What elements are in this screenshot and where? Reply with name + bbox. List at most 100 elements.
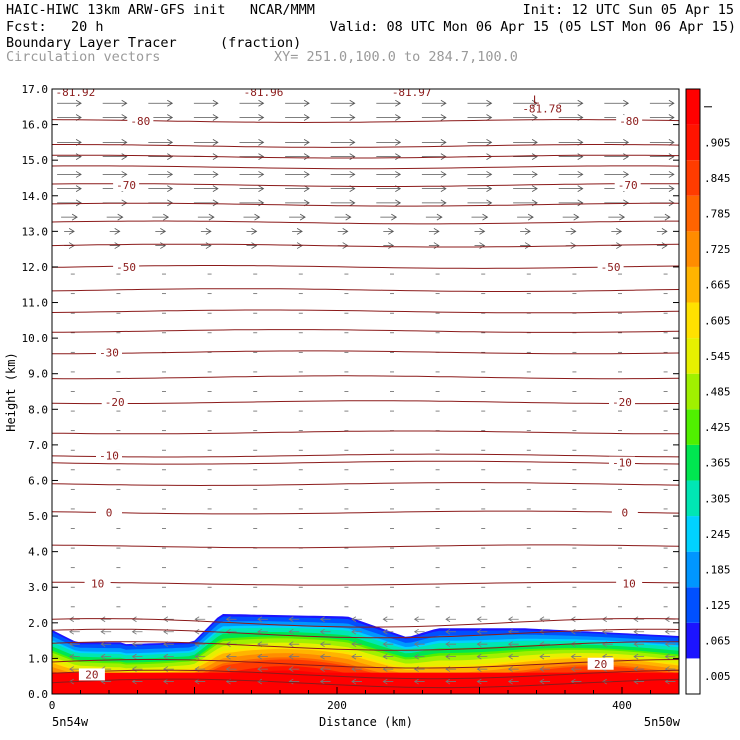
wind-vector <box>520 242 531 249</box>
contour-label-bg <box>616 115 643 128</box>
colorbar-label: .185 <box>704 563 731 576</box>
wind-vector <box>467 99 493 107</box>
wind-vector <box>476 641 488 648</box>
circulation-vectors <box>57 99 676 685</box>
wind-vector <box>197 213 215 221</box>
x-axis-right-end-label: 5n50w <box>644 715 681 729</box>
wind-vector <box>445 678 456 685</box>
wind-vector <box>246 228 258 235</box>
wind-vector <box>376 199 402 207</box>
x-tick-label: 400 <box>612 699 632 712</box>
wind-vector <box>474 228 486 235</box>
wind-vector <box>445 628 456 635</box>
wind-vector <box>319 666 331 672</box>
colorbar-segment <box>686 266 700 303</box>
contour-label-bg <box>597 260 624 273</box>
wind-vector <box>200 242 212 249</box>
wind-vector <box>445 641 456 648</box>
wind-vector <box>507 653 519 660</box>
wind-vector <box>649 114 675 121</box>
contour-label-bg <box>96 346 122 359</box>
header-line2-right: Valid: 08 UTC Mon 06 Apr 15 (05 LST Mon … <box>329 19 736 35</box>
wind-vector <box>319 653 331 660</box>
wind-vector <box>633 666 645 672</box>
wind-vector <box>421 153 447 160</box>
header-line1-right: Init: 12 UTC Sun 05 Apr 15 <box>522 2 734 18</box>
temperature-contour <box>52 628 679 639</box>
wind-vector <box>467 199 493 207</box>
wind-vector <box>193 185 219 192</box>
y-axis: 0.0 1.0 2.0 3.0 4.0 5.0 6.0 7.0 8.0 9.0 10.0 11.0 12… <box>22 83 679 701</box>
minimum-marker: L <box>533 94 540 107</box>
wind-vector <box>351 641 362 648</box>
contour-label-bg <box>609 396 635 409</box>
wind-vector <box>513 99 538 107</box>
wind-vector <box>225 666 237 672</box>
contour-label-bg <box>84 577 111 590</box>
wind-vector <box>633 616 645 623</box>
minimum-label: -81.96 <box>244 86 284 99</box>
wind-vector <box>413 653 425 660</box>
contour-label-bg <box>616 577 643 590</box>
wind-vector <box>194 653 206 660</box>
contour-label: 0 <box>622 507 629 520</box>
y-tick-label: 17.0 <box>22 83 49 96</box>
x-axis-left-end-label: 5n54w <box>52 715 89 729</box>
colorbar-segment <box>686 160 700 196</box>
wind-vector <box>471 213 489 221</box>
wind-vector <box>257 628 268 635</box>
header-line4-mid: XY= 251.0,100.0 to 284.7,100.0 <box>274 49 518 65</box>
wind-vector <box>288 666 300 672</box>
wind-vector <box>649 185 675 192</box>
wind-vector <box>330 171 356 178</box>
contour-label: -20 <box>612 396 632 409</box>
wind-vector <box>570 628 582 635</box>
wind-vector <box>100 641 112 648</box>
wind-vector <box>445 653 456 660</box>
wind-vector <box>476 628 488 635</box>
wind-vector <box>513 171 538 178</box>
y-tick-label: 11.0 <box>22 297 49 310</box>
colorbar-segment <box>686 89 700 125</box>
wind-vector <box>633 653 645 660</box>
header-line3-mid: (fraction) <box>220 35 302 51</box>
temperature-contour <box>52 329 679 333</box>
wind-vector <box>330 153 356 160</box>
wind-vector <box>285 114 310 121</box>
wind-vector <box>163 678 174 685</box>
contour-label-bg <box>609 456 635 469</box>
colorbar-segment <box>686 302 700 339</box>
contour-label: -30 <box>99 346 119 359</box>
wind-vector <box>288 678 300 685</box>
contour-label-bg <box>113 260 140 273</box>
contour-label: -80 <box>130 115 150 128</box>
wind-vector <box>383 242 395 249</box>
colorbar-label: .305 <box>704 492 731 505</box>
y-tick-label: 10.0 <box>22 332 49 345</box>
colorbar-label: .125 <box>704 599 731 612</box>
wind-vector <box>421 139 447 146</box>
wind-vector <box>421 114 447 121</box>
wind-vector <box>562 213 580 221</box>
wind-vector <box>239 99 265 107</box>
x-axis: 0 200 400 <box>49 687 680 712</box>
wind-vector <box>288 616 300 623</box>
colorbar-label: .365 <box>704 457 731 470</box>
contour-label: 0 <box>106 507 113 520</box>
wind-vector <box>100 616 112 623</box>
wind-vector <box>239 199 265 207</box>
wind-vector <box>194 678 206 685</box>
wind-vector <box>351 628 362 635</box>
contour-label-bg <box>78 668 105 681</box>
wind-vector <box>193 114 219 121</box>
wind-vector <box>558 153 584 160</box>
wind-vector <box>152 213 170 221</box>
wind-vector <box>351 678 362 685</box>
wind-vector <box>421 99 447 107</box>
wind-vector <box>445 616 456 623</box>
temperature-contour <box>52 350 679 355</box>
wind-vector <box>57 99 82 107</box>
wind-vector <box>558 185 584 192</box>
wind-vector <box>428 228 440 235</box>
